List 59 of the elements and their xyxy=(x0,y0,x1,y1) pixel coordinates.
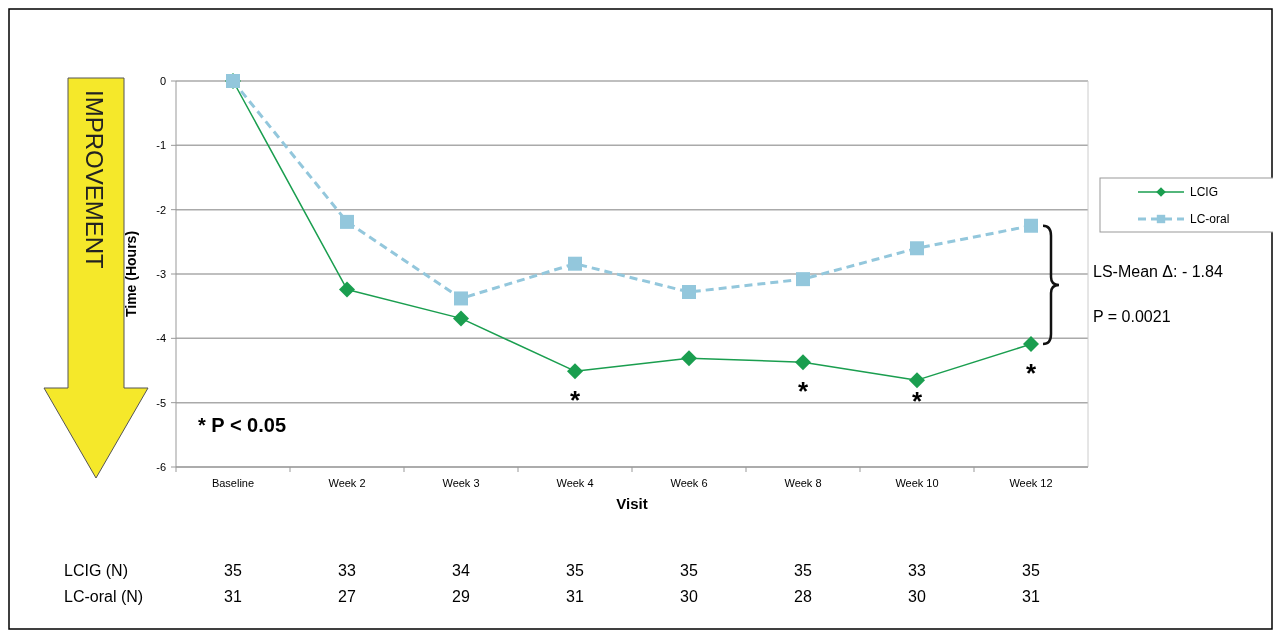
text: 30 xyxy=(908,588,926,605)
text: LC-oral (N) xyxy=(64,588,144,605)
y-tick-label: -5 xyxy=(156,396,166,409)
legend-label: LCIG xyxy=(1190,185,1219,200)
data-label: * xyxy=(797,375,809,406)
text: 35 xyxy=(224,562,242,579)
text: 34 xyxy=(452,562,470,579)
legend-label: LC-oral xyxy=(1190,212,1230,227)
y-tick-label: -1 xyxy=(156,139,166,152)
text: LS-Mean Δ: - 1.84 xyxy=(1093,263,1223,281)
x-tick-label: Week 6 xyxy=(670,477,708,489)
y-tick-label: -3 xyxy=(156,267,166,280)
data-label: * xyxy=(1025,357,1037,388)
point xyxy=(1023,336,1039,353)
point xyxy=(682,285,696,300)
point xyxy=(795,354,811,371)
point xyxy=(909,372,925,389)
data-label: * xyxy=(911,385,923,416)
text: 28 xyxy=(794,588,812,605)
annotation: * P < 0.05 xyxy=(198,413,287,436)
text: 31 xyxy=(566,588,584,605)
x-tick-label: Week 12 xyxy=(1009,477,1053,489)
y-tick-label: -2 xyxy=(156,203,166,216)
point xyxy=(1024,218,1038,233)
y-axis-title: Time (Hours) xyxy=(123,230,139,318)
text: 35 xyxy=(680,562,698,579)
point xyxy=(453,310,469,327)
y-tick-label: 0 xyxy=(159,74,166,87)
x-tick-label: Week 10 xyxy=(895,477,939,489)
text: 31 xyxy=(224,588,242,605)
text: LCIG (N) xyxy=(64,562,128,579)
text: 31 xyxy=(1022,588,1040,605)
point xyxy=(340,214,354,229)
text: 27 xyxy=(338,588,356,605)
text: 35 xyxy=(1022,562,1040,579)
point xyxy=(796,272,810,287)
point xyxy=(681,350,697,367)
point xyxy=(454,291,468,306)
x-tick-label: Week 4 xyxy=(556,477,594,489)
text: 35 xyxy=(794,562,812,579)
point xyxy=(568,256,582,271)
y-tick-label: -6 xyxy=(156,460,166,473)
y-tick-label: -4 xyxy=(156,332,166,345)
point xyxy=(339,281,355,298)
text: 33 xyxy=(338,562,356,579)
point xyxy=(910,241,924,256)
x-tick-label: Baseline xyxy=(211,477,255,489)
text: 30 xyxy=(680,588,698,605)
text: 35 xyxy=(566,562,584,579)
point xyxy=(567,363,583,380)
text: IMPROVEMENT xyxy=(81,90,108,270)
x-tick-label: Week 3 xyxy=(442,477,480,489)
text: P = 0.0021 xyxy=(1093,308,1171,326)
x-axis-title: Visit xyxy=(616,495,648,512)
x-tick-label: Week 2 xyxy=(328,477,366,489)
data-label: * xyxy=(569,384,581,415)
x-tick-label: Week 8 xyxy=(784,477,822,489)
text: 29 xyxy=(452,588,470,605)
text: 33 xyxy=(908,562,926,579)
